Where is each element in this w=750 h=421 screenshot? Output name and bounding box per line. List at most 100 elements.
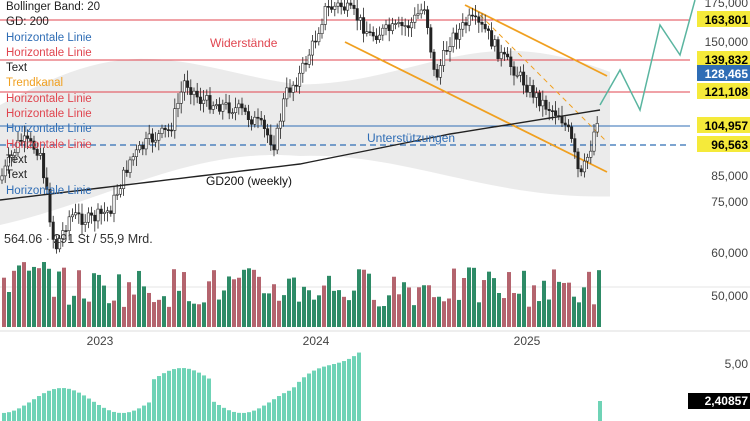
candle-body [474, 15, 478, 18]
histogram-bar [312, 370, 316, 421]
candle-body [326, 6, 330, 8]
candle-body [122, 169, 126, 189]
volume-bar [387, 295, 391, 327]
histogram-bar [282, 393, 286, 421]
candle-body [333, 5, 337, 10]
histogram-bar [247, 412, 251, 421]
candle-body [426, 9, 430, 28]
volume-bar [422, 285, 426, 327]
histogram-bar [127, 412, 131, 421]
volume-bar [462, 277, 466, 327]
candle-body [282, 98, 286, 122]
candle-body [560, 116, 564, 124]
volume-bar [112, 300, 116, 327]
bollinger-band [0, 50, 610, 226]
candle-body [570, 126, 574, 139]
volume-bar [487, 271, 491, 327]
candle-body [387, 24, 391, 31]
volume-bar [2, 277, 6, 327]
volume-bar [472, 267, 476, 327]
volume-bar [82, 298, 86, 327]
legend-item[interactable]: Text [6, 153, 28, 166]
volume-bar [237, 277, 241, 327]
legend-item[interactable]: Text [6, 62, 28, 75]
candle-body [429, 27, 433, 53]
price-badge [697, 51, 750, 67]
candle-body [374, 35, 378, 40]
candle-body [0, 175, 4, 181]
histogram-bar [332, 364, 336, 421]
volume-bar [177, 290, 181, 327]
legend-item[interactable]: Horizontale Linie [6, 108, 92, 121]
histogram-bar [57, 388, 61, 421]
x-tick-label: 2023 [87, 334, 114, 348]
candle-body [298, 72, 302, 87]
candle-body [29, 138, 33, 142]
volume-bar [27, 270, 31, 327]
candle-body [486, 28, 490, 31]
histogram-bar [47, 390, 51, 421]
candle-body [118, 188, 122, 195]
candle-body [563, 122, 567, 126]
volume-bar [347, 300, 351, 327]
legend-item[interactable]: Horizontale Linie [6, 46, 92, 59]
legend-item[interactable]: Bollinger Band: 20 [6, 1, 100, 13]
volume-bar [192, 303, 196, 327]
volume-bar [107, 303, 111, 327]
volume-bar [207, 281, 211, 327]
volume-bar [402, 282, 406, 327]
candle-body [275, 127, 279, 151]
candle-body [240, 103, 244, 109]
volume-bar [332, 290, 336, 327]
histogram-bar [257, 408, 261, 421]
volume-bar [267, 293, 271, 327]
legend-item[interactable]: Horizontale Linie [6, 184, 92, 197]
legend-item[interactable]: Horizontale Linie [6, 92, 92, 105]
volume-bar [167, 306, 171, 327]
gd200-line [0, 109, 601, 201]
candle-body [205, 95, 209, 101]
legend-item[interactable]: Trendkanal [6, 77, 64, 90]
volume-bar [122, 306, 126, 327]
lower-value-badge [688, 393, 750, 409]
volume-bar [212, 270, 216, 327]
histogram-bar [327, 365, 331, 421]
volume-bar [417, 287, 421, 327]
candle-body [195, 90, 199, 98]
candle-body [106, 210, 110, 213]
candle-body [54, 239, 58, 250]
candle-body [365, 31, 369, 34]
legend-item[interactable]: Horizontale Linie [6, 31, 92, 44]
trend-channel-lower [344, 41, 608, 173]
candle-body [525, 84, 529, 93]
candle-body [64, 230, 68, 232]
volume-bar [247, 268, 251, 327]
histogram-bar [27, 402, 31, 421]
candle-body [464, 22, 468, 26]
histogram-bar [212, 401, 216, 421]
annotation-gd200: GD200 (weekly) [206, 174, 292, 188]
volume-bar [317, 295, 321, 327]
candle-body [262, 119, 266, 129]
candle-body [35, 149, 39, 156]
volume-bar [502, 298, 506, 327]
candle-body [381, 27, 385, 36]
candle-body [506, 53, 510, 58]
candle-body [330, 6, 334, 10]
candle-body [237, 103, 241, 109]
histogram-bar [72, 390, 76, 421]
legend-item[interactable]: GD: 200 [6, 16, 49, 29]
candle-body [253, 116, 257, 125]
histogram-bar [352, 356, 356, 421]
volume-bar [302, 286, 306, 327]
volume-bar [457, 299, 461, 327]
legend-item[interactable]: Horizontale Linie [6, 123, 92, 136]
legend-item[interactable]: Horizontale Linie [6, 138, 92, 151]
legend-item[interactable]: Text [6, 169, 28, 182]
candle-body [170, 129, 174, 132]
price-badge [697, 65, 750, 81]
volume-bar [592, 304, 596, 327]
volume-bar [322, 285, 326, 327]
candle-body [522, 71, 526, 86]
